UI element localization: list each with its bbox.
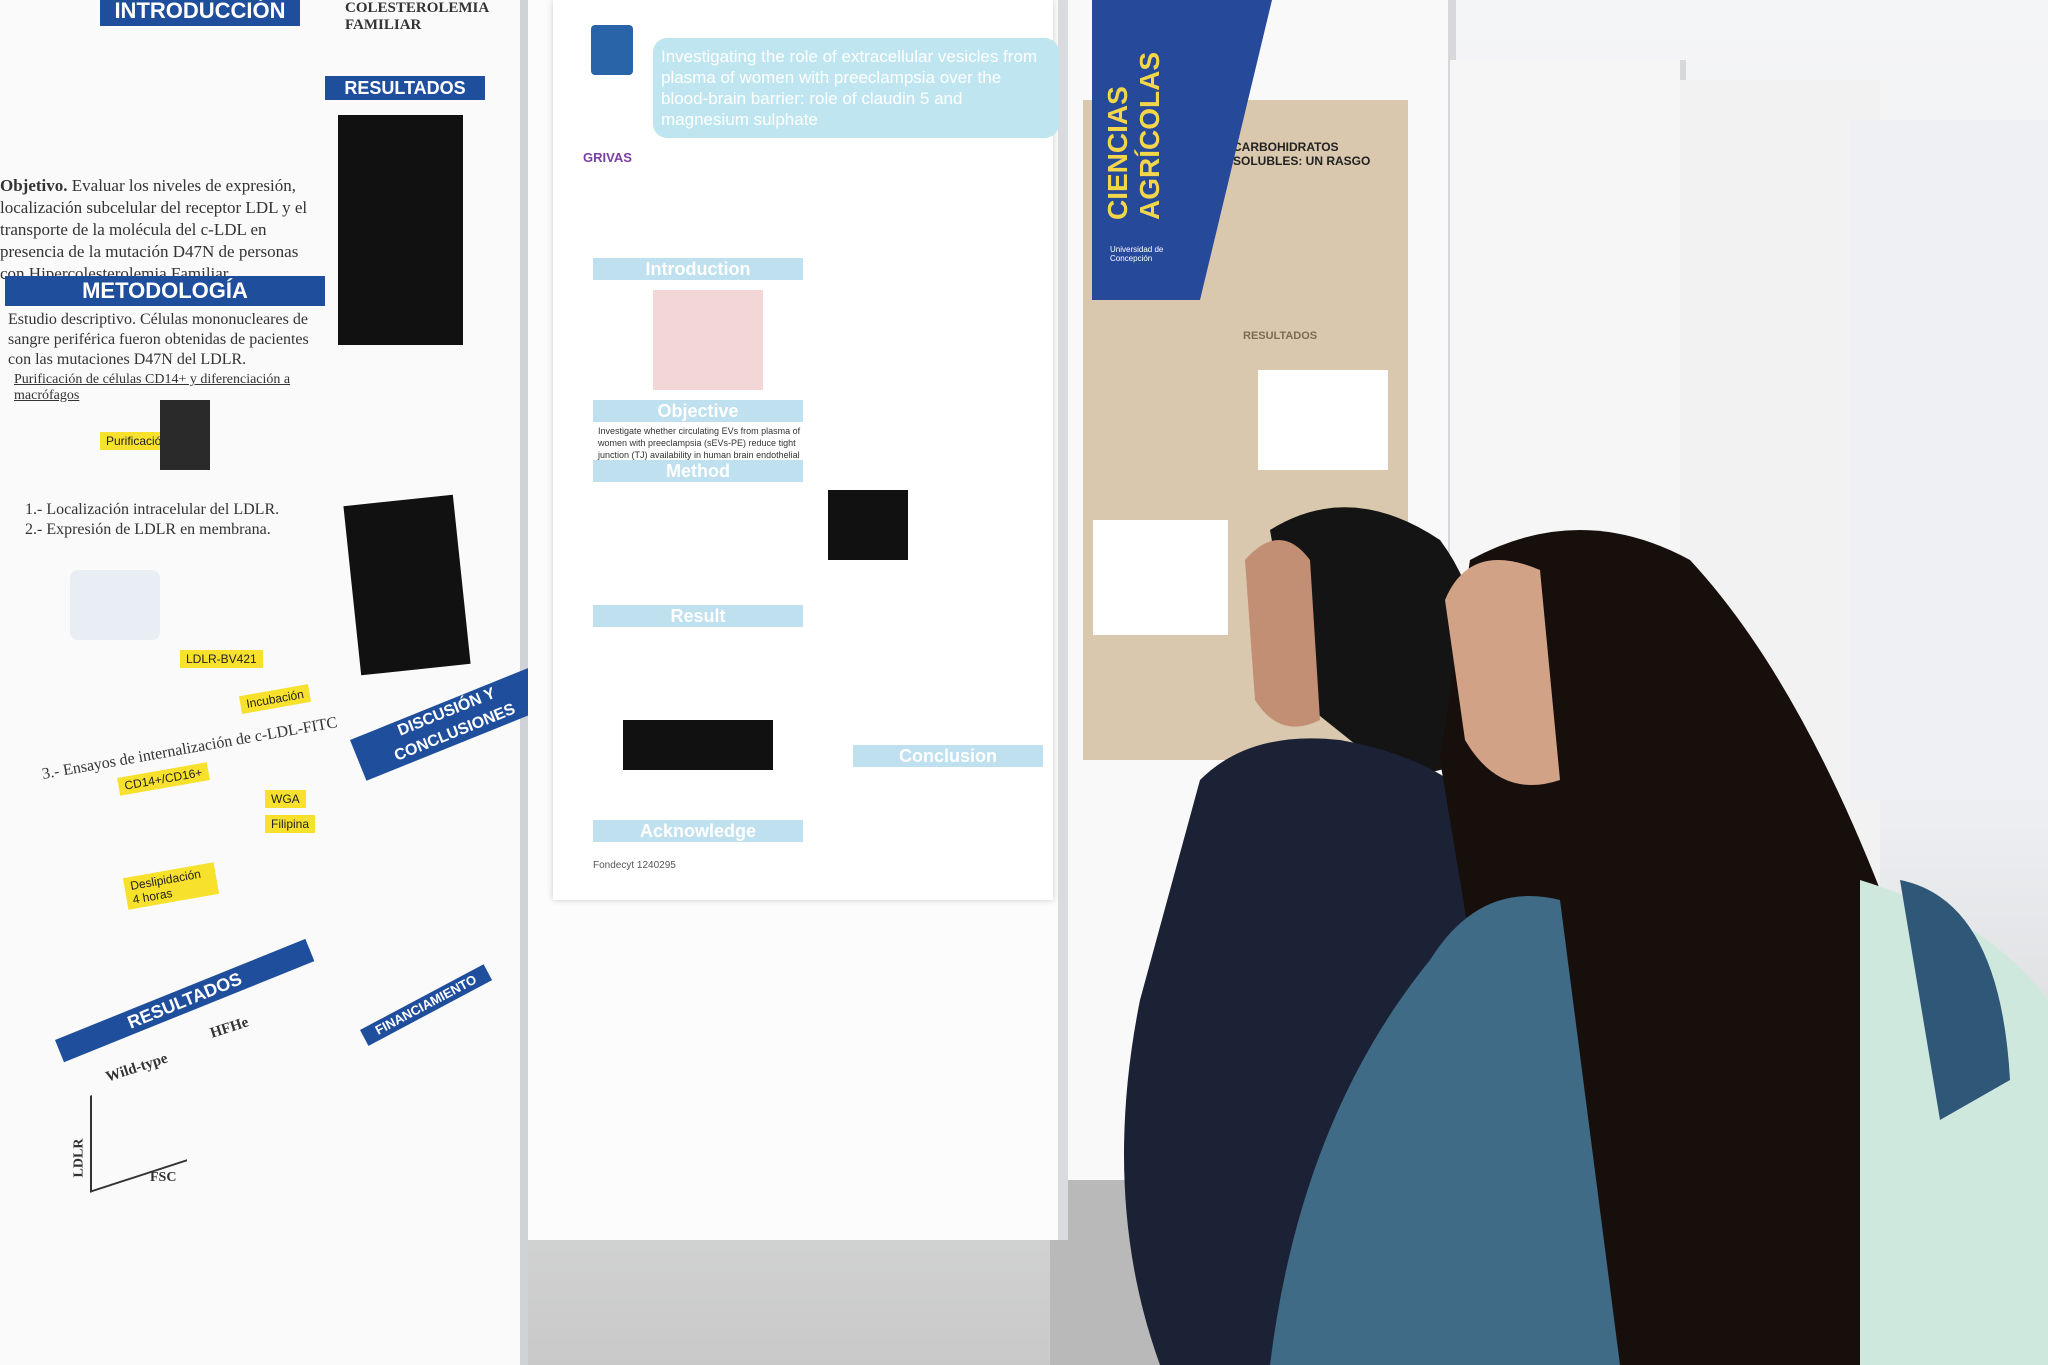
university-name: Universidad de Concepción xyxy=(1110,245,1164,263)
poster-title: Investigating the role of extracellular … xyxy=(653,38,1059,138)
face xyxy=(1245,540,1320,727)
diagram-label: LDLR-BV421 xyxy=(180,650,263,668)
middle-panel: GRIVAS Investigating the role of extrace… xyxy=(528,0,1068,1240)
bar-chart xyxy=(1258,370,1388,470)
section-header: Objective xyxy=(593,400,803,422)
section-header: RESULTADOS xyxy=(1243,330,1318,342)
section-header: METODOLOGÍA xyxy=(5,276,325,306)
sleeve xyxy=(1900,880,2010,1120)
step: 2.- Expresión de LDLR en membrana. xyxy=(25,521,271,538)
section-header: Method xyxy=(593,460,803,482)
logo-label: GRIVAS xyxy=(583,150,632,165)
section-header: Conclusion xyxy=(853,745,1043,767)
poster: GRIVAS Investigating the role of extrace… xyxy=(553,0,1059,900)
microscopy-image xyxy=(338,115,463,345)
diagram-label: WGA xyxy=(265,790,306,808)
far-panel xyxy=(1850,120,2048,800)
university-logo xyxy=(591,25,633,75)
poster-title: CARBOHIDRATOS SOLUBLES: UN RASGO xyxy=(1233,140,1371,168)
diagram-label: Filipina xyxy=(265,815,316,833)
method-subtitle: Purificación de células CD14+ y diferenc… xyxy=(14,372,291,403)
tube-rack xyxy=(160,400,210,470)
method-text: Estudio descriptivo. Células mononuclear… xyxy=(8,311,309,368)
axis-label: FSC xyxy=(150,1170,177,1185)
section-header: INTRODUCCIÓN xyxy=(100,0,300,26)
objective-label: Objetivo. xyxy=(0,176,68,195)
well-plate xyxy=(70,570,160,640)
bar-chart xyxy=(1093,520,1228,635)
hair xyxy=(1270,507,1485,780)
section-header: RESULTADOS xyxy=(325,76,485,100)
face xyxy=(1445,560,1560,785)
diagram-label: Purificación xyxy=(100,432,175,450)
section-header: Introduction xyxy=(593,258,803,280)
left-panel: INTRODUCCIÓN COLESTEROLEMIA FAMILIAR RES… xyxy=(0,0,552,1365)
step: 1.- Localización intracelular del LDLR. xyxy=(25,501,280,518)
poster-title: COLESTEROLEMIA FAMILIAR xyxy=(345,0,489,33)
microscopy-image xyxy=(623,720,773,770)
microscopy-image xyxy=(828,490,908,560)
section-header: Acknowledge xyxy=(593,820,803,842)
section-header: Result xyxy=(593,605,803,627)
backpack xyxy=(1860,880,2048,1365)
jacket xyxy=(1270,896,1620,1365)
funding: Fondecyt 1240295 xyxy=(593,860,676,871)
figure xyxy=(653,290,763,390)
